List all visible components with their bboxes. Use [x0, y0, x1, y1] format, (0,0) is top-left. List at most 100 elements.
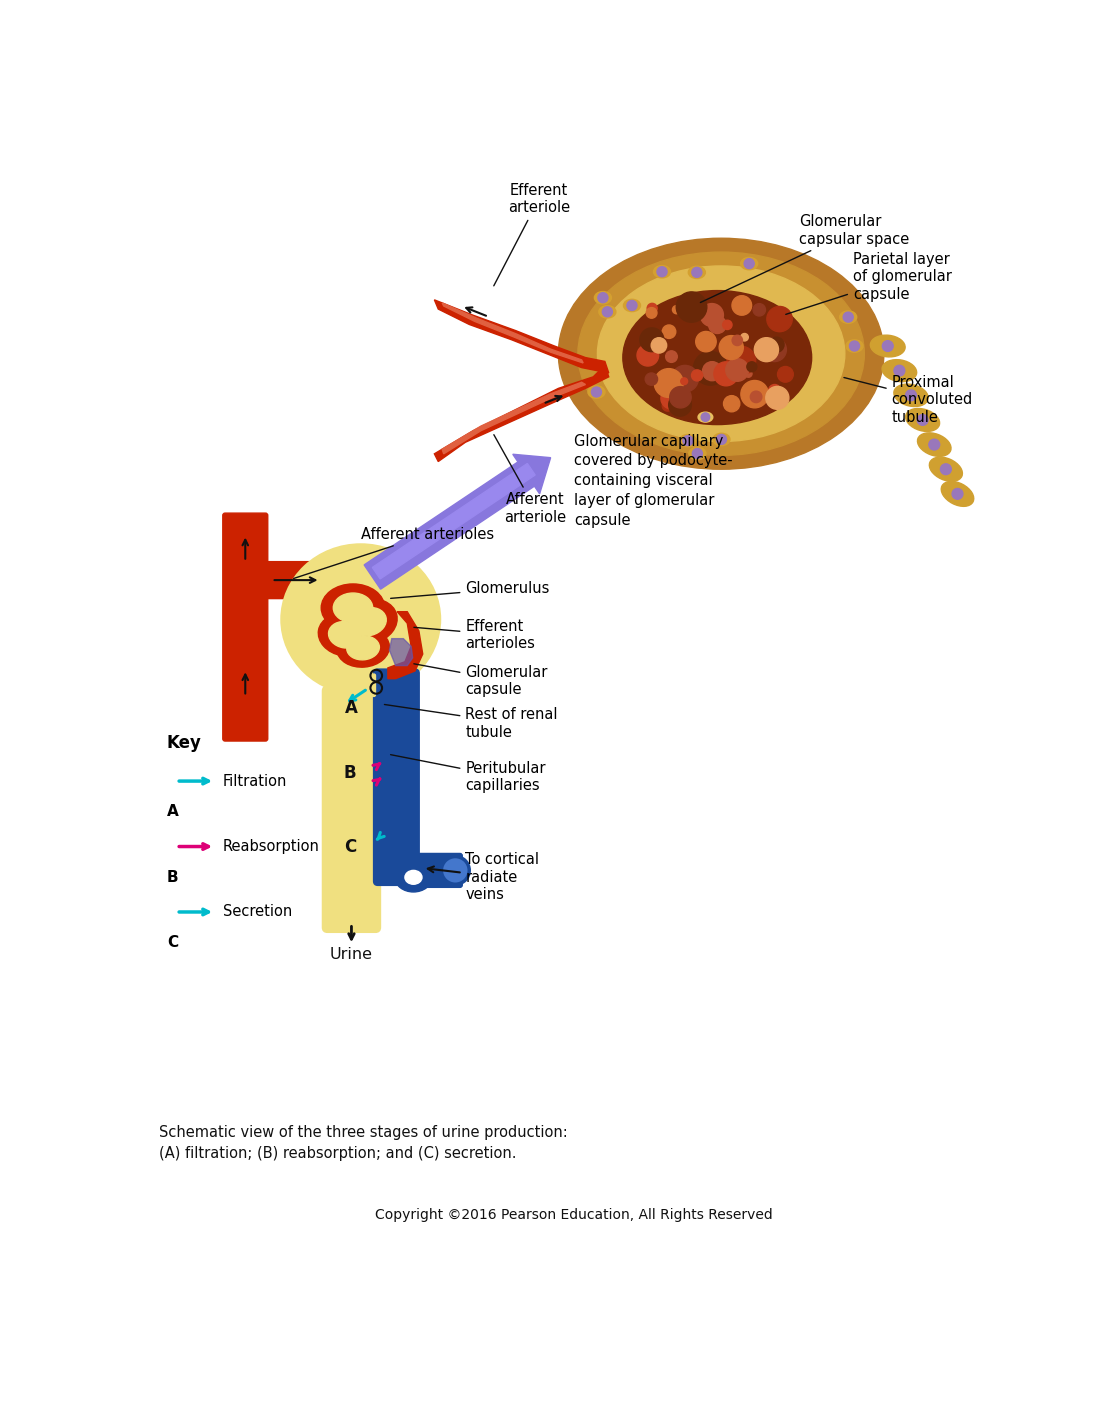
- Circle shape: [683, 435, 693, 445]
- Ellipse shape: [347, 636, 379, 659]
- Circle shape: [676, 293, 707, 323]
- Circle shape: [692, 370, 703, 381]
- Ellipse shape: [741, 257, 758, 270]
- Circle shape: [661, 388, 683, 410]
- Ellipse shape: [321, 584, 385, 632]
- Circle shape: [905, 390, 916, 401]
- Text: Urine: Urine: [330, 948, 373, 962]
- Ellipse shape: [623, 291, 811, 425]
- Text: A: A: [167, 805, 179, 819]
- Circle shape: [647, 308, 657, 318]
- Circle shape: [769, 337, 784, 352]
- Circle shape: [762, 338, 787, 361]
- Ellipse shape: [689, 448, 706, 459]
- Circle shape: [744, 258, 754, 268]
- Circle shape: [940, 464, 951, 475]
- FancyArrow shape: [373, 464, 535, 579]
- Circle shape: [671, 365, 698, 392]
- Text: B: B: [344, 765, 356, 782]
- Ellipse shape: [623, 300, 640, 311]
- FancyArrow shape: [364, 454, 551, 589]
- Ellipse shape: [713, 434, 730, 445]
- Circle shape: [769, 384, 781, 397]
- Ellipse shape: [318, 614, 373, 656]
- Circle shape: [657, 267, 667, 277]
- Text: Afferent arterioles: Afferent arterioles: [293, 527, 493, 578]
- Circle shape: [640, 328, 664, 351]
- Circle shape: [598, 293, 608, 303]
- Text: Efferent
arteriole: Efferent arteriole: [493, 183, 570, 285]
- Circle shape: [849, 341, 859, 351]
- Text: C: C: [344, 838, 356, 856]
- Ellipse shape: [340, 599, 397, 645]
- Ellipse shape: [281, 544, 440, 695]
- Circle shape: [741, 334, 749, 341]
- Polygon shape: [434, 300, 609, 372]
- Circle shape: [627, 301, 637, 311]
- Ellipse shape: [930, 457, 962, 481]
- Circle shape: [666, 351, 677, 362]
- Ellipse shape: [594, 291, 611, 304]
- Ellipse shape: [577, 253, 864, 455]
- Polygon shape: [389, 639, 413, 665]
- Circle shape: [952, 488, 963, 499]
- Circle shape: [843, 313, 854, 323]
- Circle shape: [602, 307, 612, 317]
- Circle shape: [708, 315, 726, 334]
- Circle shape: [726, 358, 749, 381]
- Circle shape: [732, 335, 743, 345]
- Circle shape: [724, 395, 740, 412]
- Ellipse shape: [894, 384, 928, 407]
- Circle shape: [741, 381, 769, 408]
- Circle shape: [703, 361, 722, 381]
- Circle shape: [662, 325, 676, 338]
- Text: Efferent
arterioles: Efferent arterioles: [414, 618, 535, 651]
- Ellipse shape: [905, 408, 940, 431]
- FancyBboxPatch shape: [410, 853, 462, 888]
- Text: Reabsorption: Reabsorption: [223, 839, 320, 853]
- Circle shape: [646, 372, 658, 385]
- Text: Secretion: Secretion: [223, 905, 292, 919]
- Text: Key: Key: [167, 733, 201, 752]
- Ellipse shape: [882, 360, 916, 381]
- Ellipse shape: [941, 481, 974, 507]
- FancyBboxPatch shape: [223, 514, 267, 741]
- Circle shape: [726, 347, 755, 375]
- Circle shape: [692, 267, 702, 277]
- FancyBboxPatch shape: [374, 669, 419, 885]
- Circle shape: [702, 412, 709, 421]
- Circle shape: [694, 351, 727, 385]
- Text: Peritubular
capillaries: Peritubular capillaries: [391, 755, 546, 793]
- Ellipse shape: [698, 412, 713, 422]
- Circle shape: [651, 338, 667, 352]
- Ellipse shape: [329, 622, 361, 648]
- Ellipse shape: [839, 311, 857, 324]
- Circle shape: [723, 320, 732, 330]
- Text: Rest of renal
tubule: Rest of renal tubule: [385, 705, 558, 739]
- Circle shape: [662, 401, 673, 411]
- Circle shape: [882, 341, 893, 351]
- Circle shape: [918, 415, 928, 425]
- Text: Glomerular
capsular space: Glomerular capsular space: [700, 214, 909, 303]
- Circle shape: [754, 338, 779, 361]
- Text: A: A: [345, 699, 358, 716]
- Circle shape: [693, 448, 703, 458]
- Text: C: C: [167, 935, 178, 950]
- Ellipse shape: [871, 335, 905, 357]
- Text: Copyright ©2016 Pearson Education, All Rights Reserved: Copyright ©2016 Pearson Education, All R…: [375, 1207, 772, 1222]
- Circle shape: [765, 387, 789, 410]
- Circle shape: [720, 335, 743, 360]
- Circle shape: [592, 387, 602, 397]
- Ellipse shape: [587, 385, 605, 398]
- FancyBboxPatch shape: [262, 562, 327, 598]
- Polygon shape: [442, 382, 585, 454]
- Circle shape: [746, 362, 756, 371]
- Ellipse shape: [337, 628, 389, 668]
- Circle shape: [767, 307, 792, 331]
- Circle shape: [655, 368, 684, 398]
- Polygon shape: [442, 303, 583, 362]
- Text: B: B: [167, 870, 179, 885]
- FancyBboxPatch shape: [328, 674, 376, 696]
- Circle shape: [647, 304, 657, 314]
- Circle shape: [716, 434, 726, 444]
